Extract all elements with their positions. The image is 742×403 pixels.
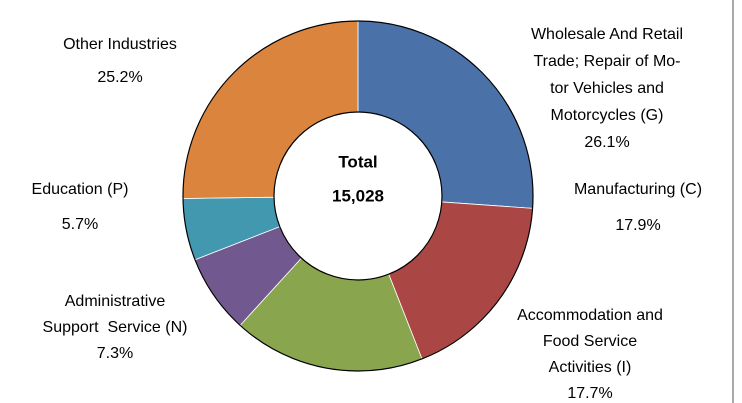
value-label: 17.7% xyxy=(567,385,612,402)
value-label: 7.3% xyxy=(97,345,133,362)
center-value: 15,028 xyxy=(332,186,384,205)
value-label: 17.9% xyxy=(615,217,660,234)
slice-label: Wholesale And Retail Trade; Repair of Mo-… xyxy=(531,26,683,124)
value-label: 5.7% xyxy=(62,216,98,233)
slice-label: Manufacturing (C) xyxy=(574,181,702,198)
slice-label: Education (P) xyxy=(32,181,129,198)
value-label: 25.2% xyxy=(97,69,142,86)
inner-ring xyxy=(273,111,443,281)
value-label: 26.1% xyxy=(584,134,629,151)
slice-label: Other Industries xyxy=(63,36,177,53)
slice-label: Administrative Support Service (N) xyxy=(43,293,188,336)
center-title: Total xyxy=(338,152,377,171)
outer-ring xyxy=(182,20,534,372)
slices xyxy=(182,20,534,372)
slice-label: Accommodation and Food Service Activities … xyxy=(517,307,663,376)
